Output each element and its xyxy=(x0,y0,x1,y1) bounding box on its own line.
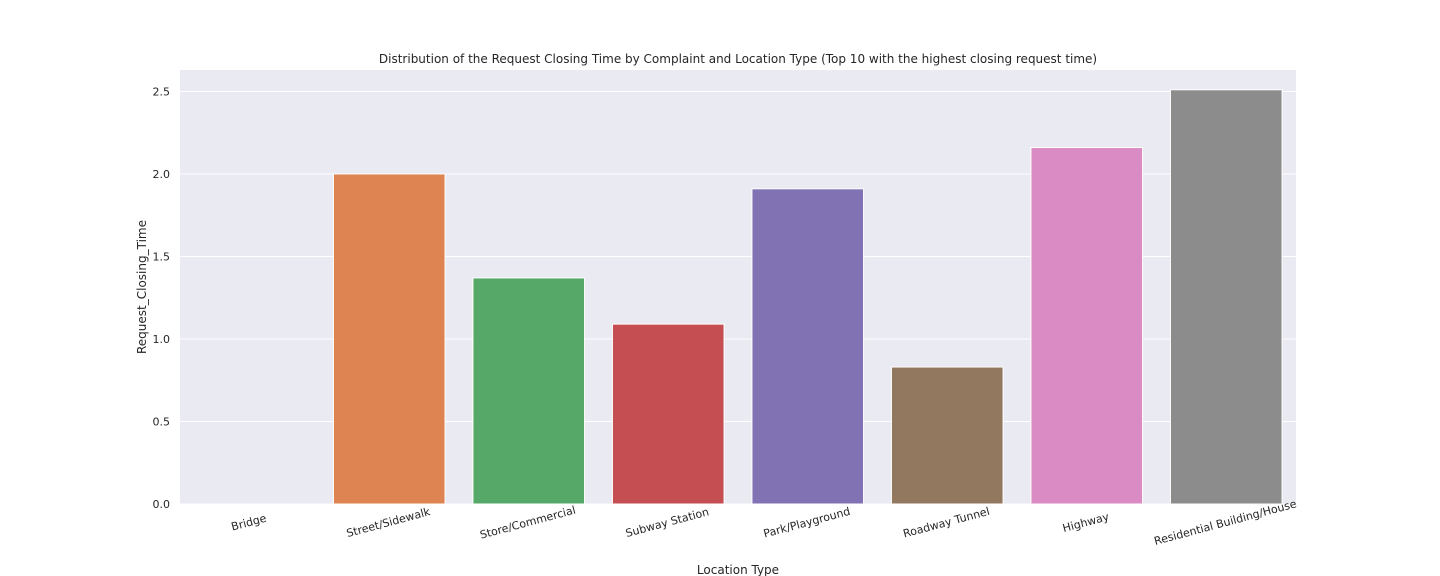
y-axis-ticks: 0.0 0.5 1.0 1.5 2.0 2.5 xyxy=(153,85,171,511)
y-tick-label: 2.5 xyxy=(153,85,171,98)
bar xyxy=(332,173,446,505)
chart-title: Distribution of the Request Closing Time… xyxy=(379,52,1097,66)
bar xyxy=(1169,89,1283,505)
y-tick-label: 1.0 xyxy=(153,333,171,346)
x-tick-label: Bridge xyxy=(230,512,268,534)
y-tick-label: 2.0 xyxy=(153,168,171,181)
y-tick-label: 1.5 xyxy=(153,250,171,263)
bars xyxy=(332,89,1283,505)
x-tick-label: Street/Sidewalk xyxy=(345,505,432,540)
bar xyxy=(611,323,725,505)
x-tick-label: Highway xyxy=(1061,510,1111,535)
x-tick-label: Store/Commercial xyxy=(479,504,578,542)
y-tick-label: 0.0 xyxy=(153,498,171,511)
x-tick-label: Subway Station xyxy=(624,505,710,540)
bar xyxy=(890,366,1004,505)
bar xyxy=(1030,147,1144,505)
bar xyxy=(472,277,586,505)
x-axis-label: Location Type xyxy=(697,563,779,576)
x-tick-label: Roadway Tunnel xyxy=(902,505,991,541)
x-axis-ticks: Bridge Street/Sidewalk Store/Commercial Sub… xyxy=(230,497,1298,548)
x-tick-label: Residential Building/House xyxy=(1153,497,1298,548)
y-tick-label: 0.5 xyxy=(153,415,171,428)
bar xyxy=(751,188,865,505)
x-tick-label: Park/Playground xyxy=(762,505,852,541)
y-axis-label: Request_Closing_Time xyxy=(135,220,149,354)
